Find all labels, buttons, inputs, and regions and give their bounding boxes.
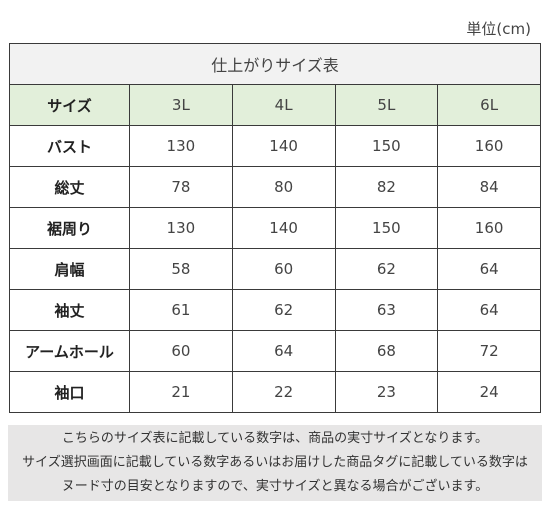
table-cell: 58 <box>129 248 233 290</box>
row-label: 袖口 <box>9 371 130 413</box>
table-cell: 140 <box>231 207 336 249</box>
table-cell: 64 <box>231 330 336 372</box>
table-cell: 82 <box>334 166 439 208</box>
table-cell: 22 <box>231 371 336 413</box>
table-cell: 72 <box>437 330 541 372</box>
table-cell: 160 <box>437 125 541 167</box>
table-cell: 23 <box>334 371 439 413</box>
table-row-bust: バスト 130 140 150 160 <box>9 125 541 167</box>
table-cell: 84 <box>437 166 541 208</box>
row-label: アームホール <box>9 330 130 372</box>
table-cell: 24 <box>437 371 541 413</box>
table-row-shoulder: 肩幅 58 60 62 64 <box>9 248 541 290</box>
table-row-armhole: アームホール 60 64 68 72 <box>9 330 541 372</box>
table-row-cuff: 袖口 21 22 23 24 <box>9 371 541 413</box>
header-5l: 5L <box>334 84 439 126</box>
table-cell: 160 <box>437 207 541 249</box>
header-3l: 3L <box>129 84 233 126</box>
size-note: こちらのサイズ表に記載している数字は、商品の実寸サイズとなります。 サイズ選択画… <box>8 425 542 501</box>
table-row-hem: 裾周り 130 140 150 160 <box>9 207 541 249</box>
row-label: バスト <box>9 125 130 167</box>
row-label: 総丈 <box>9 166 130 208</box>
note-line: こちらのサイズ表に記載している数字は、商品の実寸サイズとなります。 <box>61 431 489 446</box>
table-cell: 68 <box>334 330 439 372</box>
row-label: 袖丈 <box>9 289 130 331</box>
size-table: 仕上がりサイズ表 サイズ 3L 4L 5L 6L バスト 130 140 150… <box>9 43 541 413</box>
table-cell: 130 <box>129 207 233 249</box>
header-6l: 6L <box>437 84 541 126</box>
header-row: サイズ 3L 4L 5L 6L <box>9 84 541 126</box>
table-cell: 150 <box>334 125 439 167</box>
header-4l: 4L <box>231 84 336 126</box>
header-size-label: サイズ <box>9 84 130 126</box>
table-title: 仕上がりサイズ表 <box>9 43 541 85</box>
table-cell: 64 <box>437 248 541 290</box>
row-label: 肩幅 <box>9 248 130 290</box>
table-row-length: 総丈 78 80 82 84 <box>9 166 541 208</box>
table-cell: 21 <box>129 371 233 413</box>
table-cell: 61 <box>129 289 233 331</box>
table-cell: 60 <box>231 248 336 290</box>
table-cell: 140 <box>231 125 336 167</box>
table-cell: 78 <box>129 166 233 208</box>
table-cell: 62 <box>334 248 439 290</box>
note-line: サイズ選択画面に記載している数字あるいはお届けした商品タグに記載している数字は <box>22 455 528 470</box>
row-label: 裾周り <box>9 207 130 249</box>
table-row-sleeve-length: 袖丈 61 62 63 64 <box>9 289 541 331</box>
table-cell: 62 <box>231 289 336 331</box>
table-cell: 130 <box>129 125 233 167</box>
unit-label: 単位(cm) <box>466 20 531 38</box>
table-cell: 63 <box>334 289 439 331</box>
note-line: ヌード寸の目安となりますので、実寸サイズと異なる場合がございます。 <box>61 479 489 494</box>
table-cell: 60 <box>129 330 233 372</box>
table-cell: 150 <box>334 207 439 249</box>
table-cell: 64 <box>437 289 541 331</box>
table-cell: 80 <box>231 166 336 208</box>
